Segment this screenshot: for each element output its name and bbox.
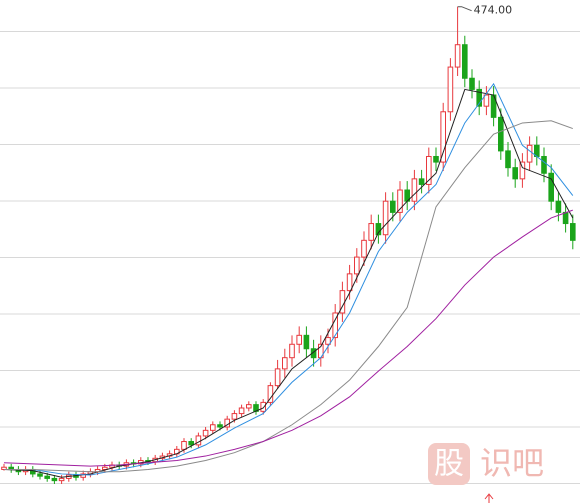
candle-body <box>570 223 576 241</box>
annotation-leader <box>457 6 472 12</box>
candle-body <box>274 368 281 387</box>
candle-body <box>498 116 504 152</box>
candle-body <box>426 155 432 185</box>
moving-average-line <box>3 209 573 467</box>
candle-body <box>310 348 317 359</box>
candle-body <box>188 441 194 446</box>
candle-body <box>332 312 338 339</box>
candle-body <box>476 88 482 107</box>
candle-body <box>469 77 475 90</box>
candle-body <box>418 178 425 185</box>
candle-body <box>361 239 367 258</box>
candle-body <box>483 94 490 107</box>
candle-body <box>548 172 555 202</box>
candle-body <box>346 273 353 292</box>
candle-body <box>382 200 389 236</box>
marker-arrow <box>484 493 494 503</box>
candle-body <box>447 66 454 113</box>
candle-body <box>231 413 238 420</box>
annotation-label: 474.00 <box>474 4 512 17</box>
watermark: 股 识吧 <box>428 443 544 503</box>
candle-body <box>462 44 468 79</box>
candle-body <box>282 357 288 370</box>
watermark-text: 识吧 <box>480 444 544 482</box>
candle-body <box>202 429 209 437</box>
candle-body <box>181 441 187 450</box>
candle-body <box>440 111 446 163</box>
candle-body <box>325 337 331 345</box>
moving-average-line <box>4 120 573 473</box>
candle-body <box>512 167 519 180</box>
candle-body <box>454 44 461 68</box>
candle-body <box>555 200 562 213</box>
candle-body <box>102 466 108 470</box>
candle-body <box>44 475 51 479</box>
candle-body <box>562 211 569 225</box>
moving-average-line <box>3 88 574 478</box>
candle-body <box>210 424 216 431</box>
moving-average-line <box>4 82 574 476</box>
candle-body <box>217 424 223 428</box>
candle-body <box>411 178 418 202</box>
candle-body <box>354 256 360 275</box>
candle-body <box>51 477 58 482</box>
candle-body <box>267 385 274 403</box>
candle-body <box>433 155 439 163</box>
candle-body <box>296 334 302 345</box>
candle-body <box>58 477 65 482</box>
candle-body <box>505 150 511 169</box>
watermark-box <box>428 443 470 485</box>
candle-body <box>526 144 533 163</box>
candle-body <box>303 334 310 350</box>
candle-body <box>246 404 252 409</box>
candle-body <box>195 435 202 446</box>
candle-body <box>80 473 87 478</box>
candle-body <box>397 189 403 213</box>
candle-body <box>541 155 547 174</box>
candle-body <box>260 401 266 412</box>
candle-body <box>519 161 526 180</box>
candle-body <box>289 343 295 359</box>
candle-body <box>238 407 245 415</box>
candle-body <box>368 223 374 241</box>
candle-body <box>375 223 382 236</box>
candle-body <box>390 200 396 213</box>
candle-body <box>37 473 43 477</box>
watermark-text: 股 <box>434 447 464 482</box>
